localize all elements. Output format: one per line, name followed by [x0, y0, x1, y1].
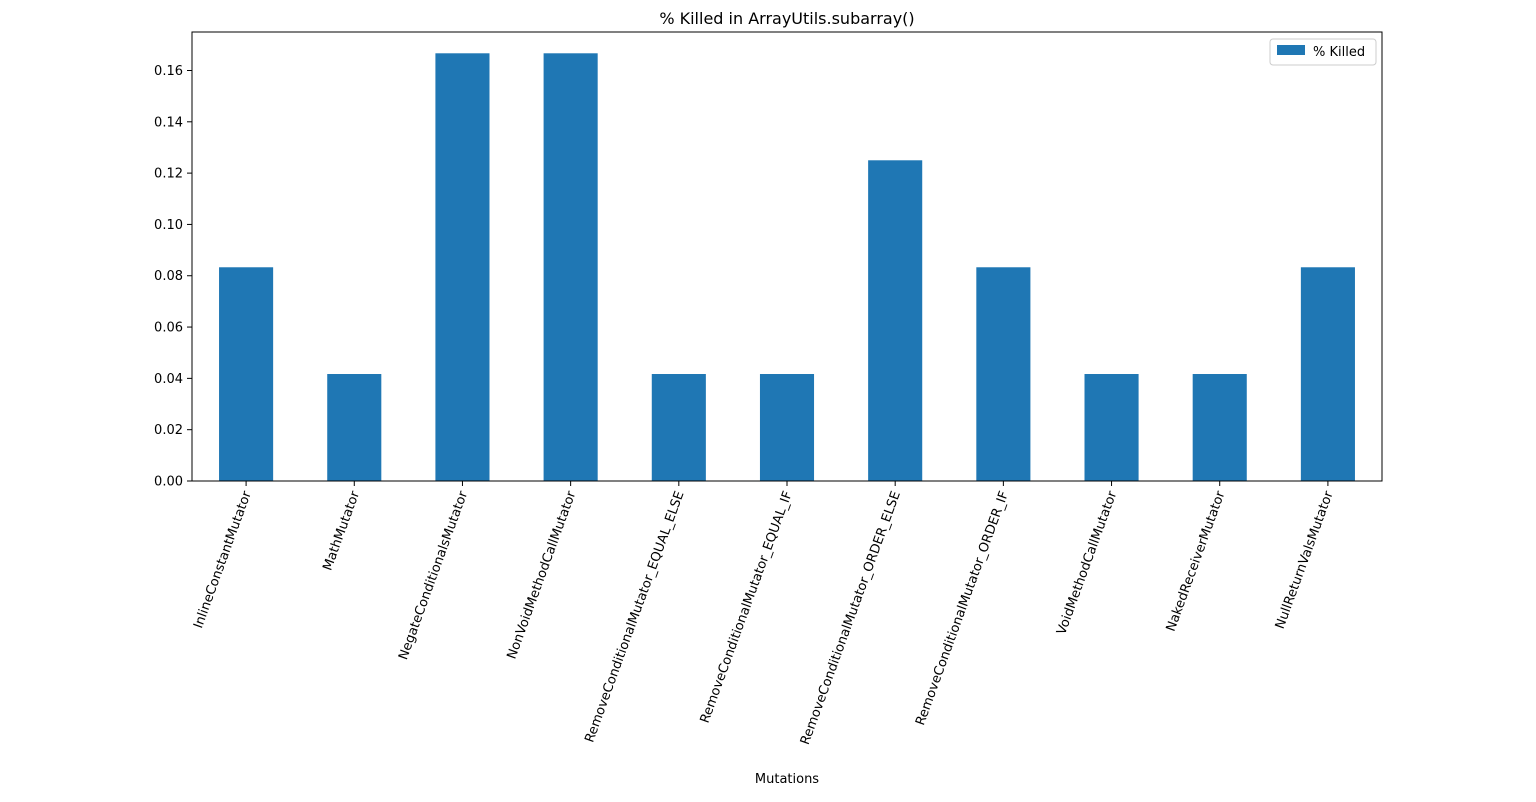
plot-frame [191, 31, 1383, 482]
legend-label: % Killed [1313, 45, 1365, 60]
x-axis: InlineConstantMutator MathMutator NegateCo… [191, 481, 1337, 747]
x-tick-label: RemoveConditionalMutator_EQUAL_ELSE [582, 489, 687, 744]
x-tick-label: RemoveConditionalMutator_ORDER_ELSE [798, 489, 904, 747]
x-tick-label: InlineConstantMutator [191, 489, 255, 631]
x-tick-label: NakedReceiverMutator [1164, 489, 1229, 634]
bar-2 [435, 53, 490, 481]
y-tick-label: 0.14 [154, 115, 183, 130]
bar-10 [1300, 267, 1355, 481]
bar-0 [219, 267, 274, 481]
y-tick-label: 0.00 [154, 475, 183, 490]
y-axis: 0.00 0.02 0.04 0.06 0.08 0.10 0.12 0.14 0.16 [154, 64, 192, 490]
x-tick-label: NonVoidMethodCallMutator [505, 489, 580, 662]
x-tick-label: MathMutator [320, 489, 363, 573]
x-tick-label: NegateConditionalsMutator [396, 489, 471, 662]
bar-5 [759, 374, 815, 481]
y-tick-label: 0.08 [154, 269, 183, 284]
x-tick-label: NullReturnValsMutator [1273, 489, 1337, 631]
chart-title: % Killed in ArrayUtils.subarray() [659, 9, 914, 28]
y-tick-label: 0.04 [154, 372, 183, 387]
x-axis-label: Mutations [755, 772, 819, 787]
bars-group [219, 53, 1355, 482]
x-tick-label: RemoveConditionalMutator_ORDER_IF [913, 489, 1012, 727]
y-tick-label: 0.12 [154, 167, 183, 182]
bar-7 [976, 267, 1031, 481]
bar-3 [543, 53, 598, 481]
y-tick-label: 0.10 [154, 218, 183, 233]
y-tick-label: 0.16 [154, 64, 183, 79]
y-tick-label: 0.02 [154, 423, 183, 438]
x-tick-label: RemoveConditionalMutator_EQUAL_IF [698, 489, 796, 725]
bar-1 [327, 374, 382, 481]
bar-6 [868, 160, 923, 482]
bar-9 [1192, 374, 1247, 481]
bar-4 [651, 374, 706, 481]
x-tick-label: VoidMethodCallMutator [1054, 489, 1120, 637]
legend: % Killed [1269, 38, 1377, 66]
legend-swatch [1277, 45, 1305, 55]
bar-8 [1084, 374, 1139, 481]
y-tick-label: 0.06 [154, 321, 183, 336]
